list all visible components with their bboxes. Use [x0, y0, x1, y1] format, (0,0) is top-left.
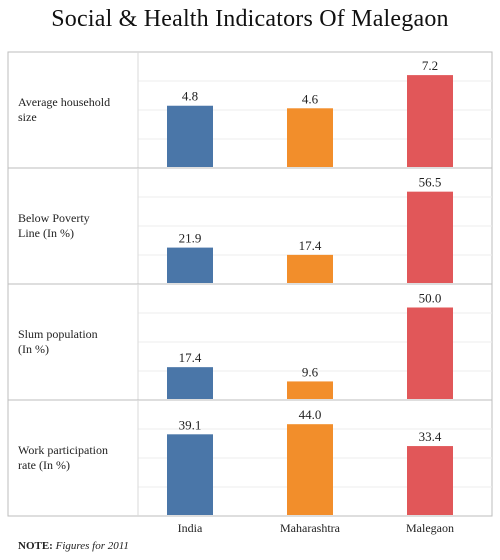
bar-malegaon: [407, 75, 453, 167]
panel-label: Average household: [18, 95, 110, 109]
bar-value-label: 50.0: [419, 290, 442, 305]
bar-malegaon: [407, 307, 453, 399]
panel-label: size: [18, 110, 37, 124]
bar-malegaon: [407, 446, 453, 515]
bar-value-label: 39.1: [179, 417, 202, 432]
bar-india: [167, 247, 213, 283]
panel-label: (In %): [18, 342, 49, 356]
bar-value-label: 17.4: [179, 350, 202, 365]
chart-title: Social & Health Indicators Of Malegaon: [51, 6, 449, 32]
bar-value-label: 21.9: [179, 231, 202, 246]
bar-value-label: 4.6: [302, 91, 319, 106]
bar-value-label: 44.0: [299, 407, 322, 422]
bar-maharashtra: [287, 254, 333, 283]
bar-malegaon: [407, 191, 453, 283]
panel-label: Slum population: [18, 327, 98, 341]
category-label: India: [178, 521, 203, 535]
bar-india: [167, 367, 213, 399]
category-label: Maharashtra: [280, 521, 341, 535]
note-label: NOTE:: [18, 540, 53, 552]
bar-maharashtra: [287, 424, 333, 515]
bar-maharashtra: [287, 381, 333, 399]
panel-label: rate (In %): [18, 458, 70, 472]
bar-india: [167, 434, 213, 515]
note-text: Figures for 2011: [55, 540, 129, 552]
bar-value-label: 33.4: [419, 429, 442, 444]
bar-value-label: 4.8: [182, 89, 198, 104]
panel-label: Work participation: [18, 443, 108, 457]
bar-maharashtra: [287, 108, 333, 167]
panel-label: Below Poverty: [18, 211, 90, 225]
category-label: Malegaon: [406, 521, 454, 535]
footnote: NOTE: Figures for 2011: [18, 540, 129, 552]
bar-value-label: 7.2: [422, 58, 438, 73]
bar-value-label: 56.5: [419, 175, 442, 190]
panel-label: Line (In %): [18, 226, 74, 240]
bar-india: [167, 105, 213, 167]
bar-value-label: 17.4: [299, 238, 322, 253]
bar-value-label: 9.6: [302, 364, 319, 379]
